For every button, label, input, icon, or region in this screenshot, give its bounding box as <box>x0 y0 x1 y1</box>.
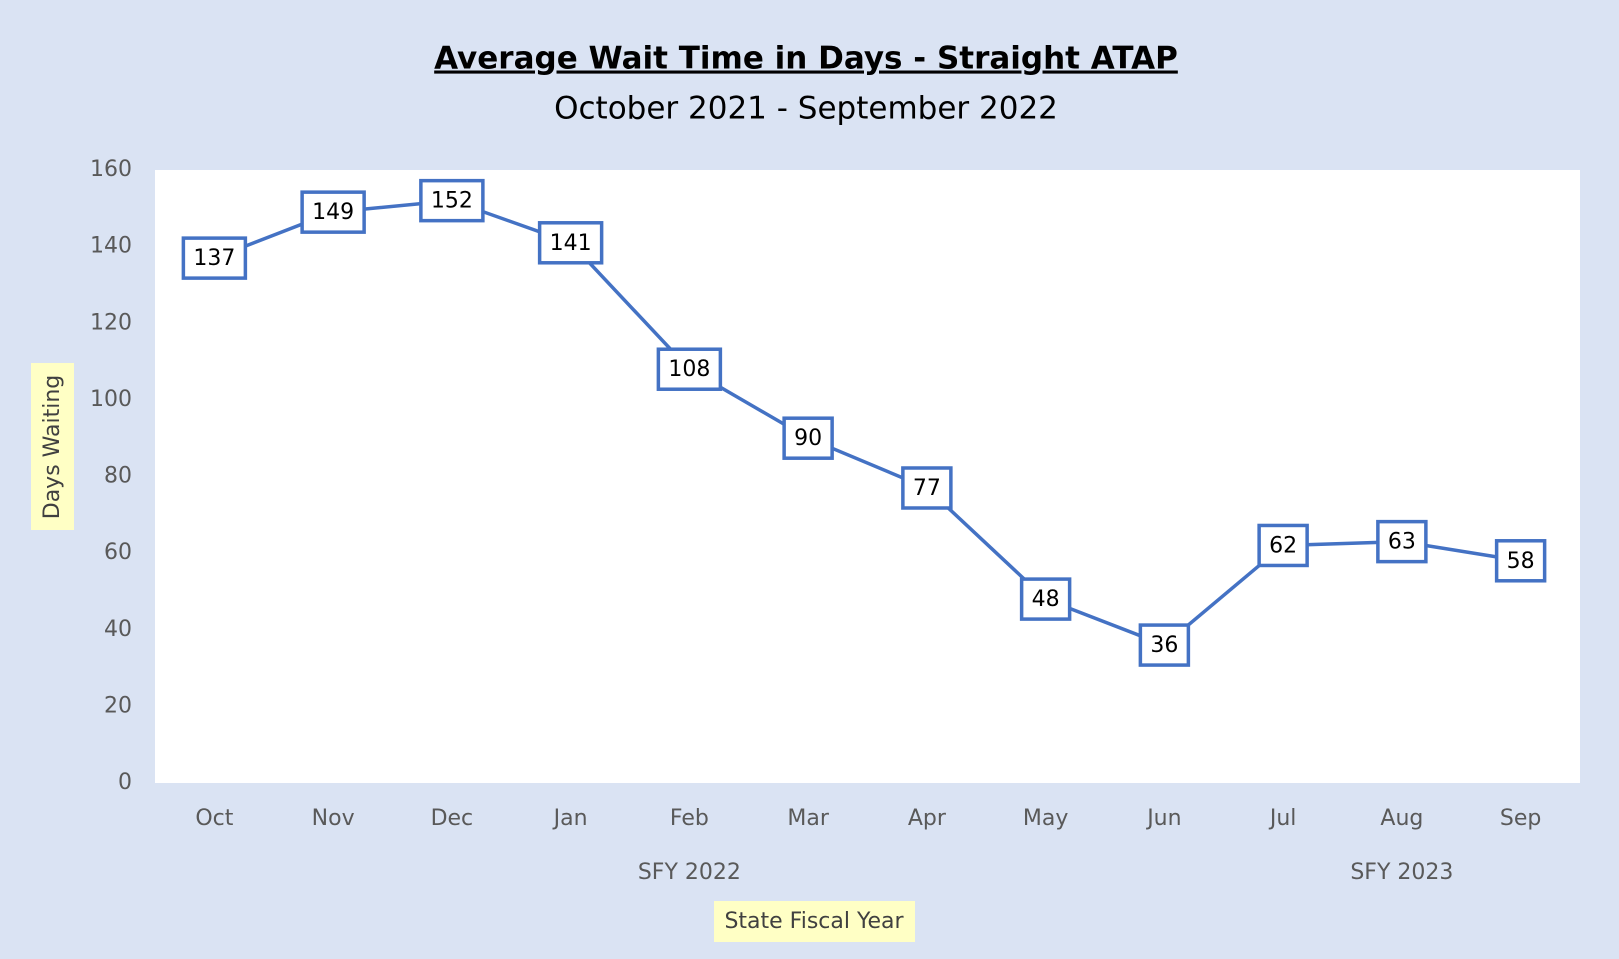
chart-subtitle: October 2021 - September 2022 <box>554 91 1058 127</box>
x-tick-label: Feb <box>670 806 709 831</box>
x-axis-title: State Fiscal Year <box>724 909 904 934</box>
data-label-box <box>656 347 723 391</box>
x-tick-label: Dec <box>431 806 474 831</box>
y-tick-label: 20 <box>104 693 132 718</box>
data-label: 108 <box>668 357 710 382</box>
data-label-box <box>1138 623 1191 667</box>
data-label: 149 <box>312 200 354 225</box>
data-label-box <box>537 221 604 265</box>
y-tick-label: 140 <box>90 234 132 259</box>
x-tick-label: Sep <box>1500 806 1541 831</box>
x-tick-label: Jul <box>1268 806 1297 831</box>
plot-area <box>155 170 1580 783</box>
data-label: 90 <box>794 426 822 451</box>
data-label: 141 <box>550 231 592 256</box>
y-tick-label: 0 <box>118 770 132 795</box>
data-label-box <box>1257 523 1309 568</box>
data-label: 36 <box>1150 633 1178 658</box>
x-tick-label: Oct <box>195 806 233 831</box>
data-label: 63 <box>1388 530 1416 555</box>
y-axis-title-box <box>31 363 74 530</box>
x-group-label: SFY 2023 <box>1350 860 1453 885</box>
x-tick-label: Aug <box>1380 806 1423 831</box>
data-label: 77 <box>913 476 941 501</box>
data-label-box <box>419 178 485 223</box>
x-tick-label: Jun <box>1145 806 1181 831</box>
data-label-box <box>1494 539 1547 583</box>
chart-title: Average Wait Time in Days - Straight ATA… <box>434 41 1178 77</box>
x-axis-title-box <box>714 901 915 942</box>
x-tick-label: Nov <box>312 806 355 831</box>
y-tick-label: 100 <box>90 387 132 412</box>
y-tick-label: 60 <box>104 540 132 565</box>
data-label-box <box>782 416 834 460</box>
y-tick-label: 120 <box>90 310 132 335</box>
data-label: 48 <box>1032 587 1060 612</box>
data-label-box <box>1376 519 1428 564</box>
x-group-label: SFY 2022 <box>638 860 741 885</box>
x-tick-label: Jan <box>552 806 588 831</box>
data-label-box <box>300 190 366 234</box>
x-tick-label: Apr <box>908 806 947 831</box>
data-label: 62 <box>1269 533 1297 558</box>
x-tick-label: Mar <box>787 806 829 831</box>
data-label-box <box>1019 577 1072 621</box>
y-axis-title: Days Waiting <box>40 375 65 519</box>
data-label: 58 <box>1507 549 1535 574</box>
data-label-box <box>901 466 953 510</box>
y-tick-label: 160 <box>90 157 132 182</box>
data-label-box <box>181 236 248 280</box>
data-label: 137 <box>193 246 235 271</box>
x-tick-label: May <box>1023 806 1068 831</box>
y-tick-label: 80 <box>104 464 132 489</box>
y-tick-label: 40 <box>104 617 132 642</box>
data-label: 152 <box>431 189 473 214</box>
